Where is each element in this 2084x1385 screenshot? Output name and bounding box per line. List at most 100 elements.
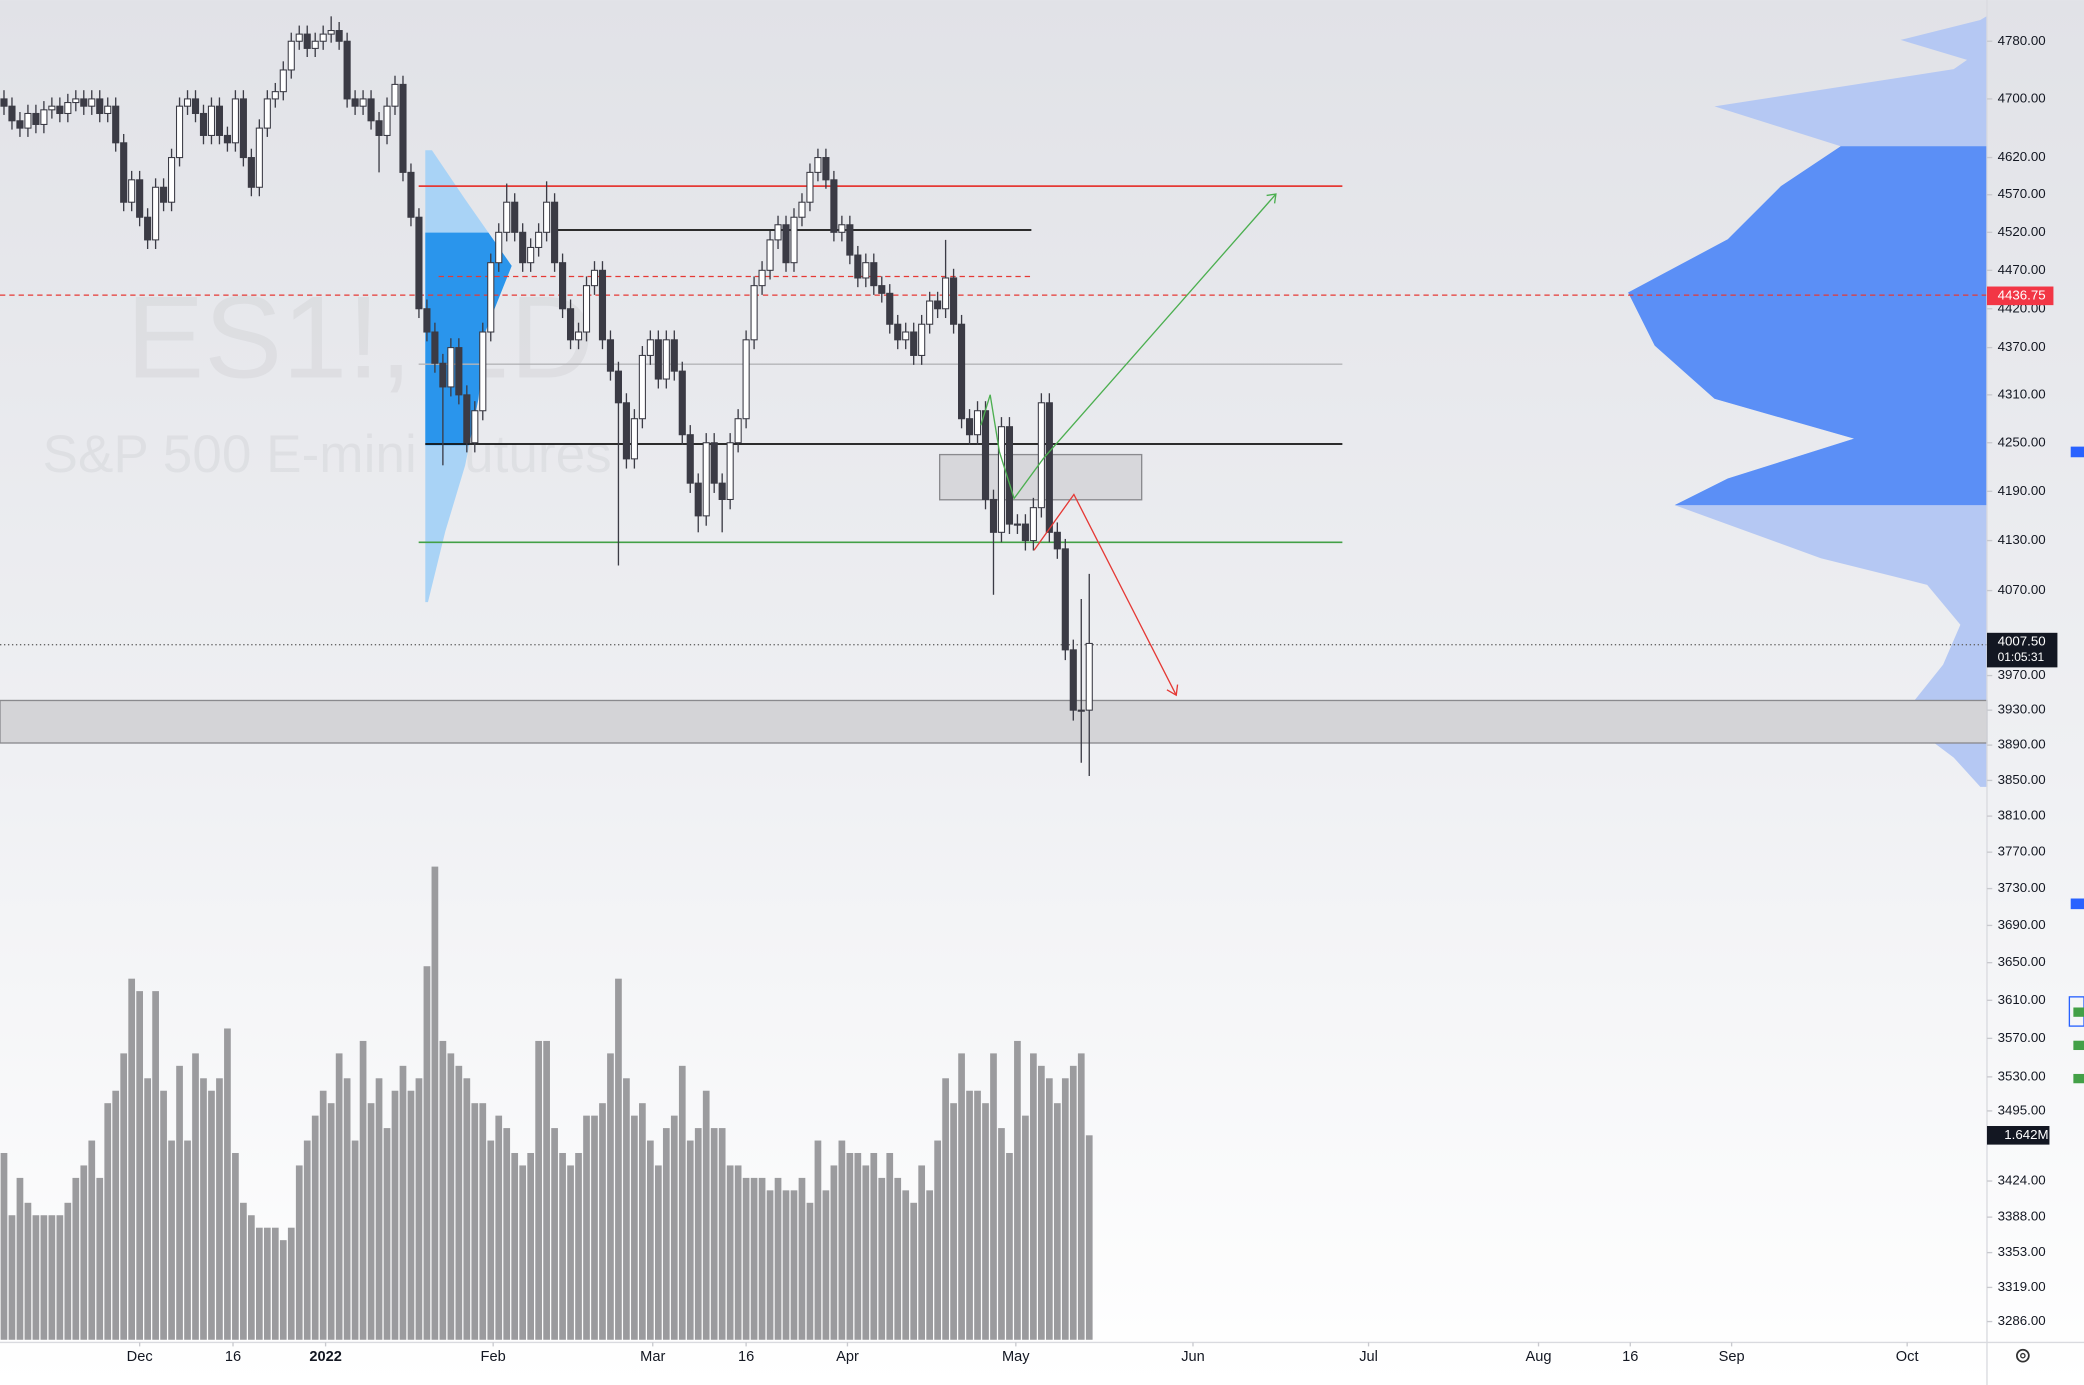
volume-bar [790,1190,798,1340]
volume-bar [631,1115,638,1340]
volume-bar [567,1165,574,1340]
candle-body [455,347,463,396]
candle-body [120,142,128,203]
x-tick-label: Oct [1896,1349,1919,1365]
volume-bar [1030,1053,1037,1340]
candle-body [239,98,247,159]
y-tick-label: 3690.00 [1998,917,2046,932]
volume-bar [455,1065,463,1340]
volume-bar [918,1165,926,1340]
volume-bar [72,1177,80,1340]
x-tick-label: Jun [1181,1349,1205,1365]
candle-body [702,442,710,517]
watermark-name: S&P 500 E-mini Futures [43,425,612,484]
candle-body [463,394,471,444]
candle-body [926,300,934,325]
candle-body [271,91,279,100]
y-tick-label: 3424.00 [1998,1173,2046,1188]
candle-body [950,277,958,325]
x-tick-label: Aug [1526,1349,1552,1365]
x-tick-label: Jul [1359,1349,1378,1365]
projection-down [1033,493,1177,696]
y-tick-label: 3319.00 [1998,1279,2046,1294]
volume-bar [367,1103,375,1340]
y-tick-label: 3970.00 [1998,667,2046,682]
volume-bar [391,1090,399,1340]
candle-body [311,40,319,49]
candle-body [654,339,662,380]
volume-bar [1069,1065,1077,1340]
volume-bar [511,1152,519,1340]
countdown: 01:05:31 [1998,650,2045,664]
candle-body [1061,548,1069,651]
volume-bar [447,1053,455,1340]
x-tick-label: Apr [836,1349,859,1365]
volume-bar [974,1090,981,1340]
x-tick-label: 16 [738,1349,754,1365]
volume-bar [670,1115,678,1340]
candle-body [160,186,168,203]
volume-bar [8,1215,16,1340]
volume-bar [1085,1135,1093,1340]
candle-body [718,482,726,501]
candle-body [662,339,670,380]
candle-body [846,224,854,256]
candle-body [734,418,742,444]
volume-bar [575,1152,582,1340]
volume-bar [319,1090,327,1340]
volume-bar [240,1202,247,1340]
volume-bar [798,1177,806,1340]
candle-body [543,201,551,233]
volume-bar [128,978,136,1340]
volume-bar [934,1140,941,1340]
candle-body [383,105,391,136]
candle-body [447,347,455,388]
candle-body [606,339,615,372]
volume-bar [216,1078,223,1340]
candle-body [152,186,160,241]
volume-bar [1006,1152,1013,1340]
y-tick-label: 4130.00 [1998,532,2046,547]
y-tick-label: 4250.00 [1998,434,2046,449]
volume-bar [32,1215,40,1340]
candle-body [96,98,104,115]
support-zone [0,699,1988,744]
marker-price-box [1986,286,2054,306]
candle-body [670,339,678,372]
arrow-head [1166,684,1179,697]
volume-bar [208,1090,215,1340]
y-tick-label: 4310.00 [1998,386,2046,401]
volume-bar [734,1165,742,1340]
marker [2073,1073,2084,1084]
volume-bar [48,1215,56,1340]
y-tick-label: 3610.00 [1998,992,2046,1007]
candle-body [287,40,295,71]
candle-body [439,362,447,388]
candle-body [1077,709,1085,712]
volume-bar [327,1103,335,1340]
candle-body [894,323,902,341]
volume-bar [343,1078,351,1340]
candle-body [710,442,718,484]
volume-bar [383,1128,391,1340]
volume-bar [407,1090,415,1340]
candle-body [343,40,351,100]
volume-profile-value-area [1628,146,1987,506]
candle-body [351,98,359,107]
candle-body [223,134,231,144]
candle-body [431,331,439,364]
candle-body [399,83,407,173]
volume-bar [279,1240,287,1340]
candle-body [199,112,208,136]
volume-bar [519,1165,527,1340]
candle-body [1069,649,1077,711]
volume-label: 1.642M [2004,1127,2048,1142]
candle-body [870,262,878,287]
volume-bar [1038,1065,1045,1340]
axis-labels: 4780.00 4700.00 4620.00 4570.00 4520.00 4470.… [127,33,2058,1365]
settings-icon[interactable] [2016,1348,2030,1363]
volume-bar [415,1078,423,1340]
candle-body [838,224,846,233]
volume-bar [814,1140,822,1340]
volume-bar [303,1140,311,1340]
